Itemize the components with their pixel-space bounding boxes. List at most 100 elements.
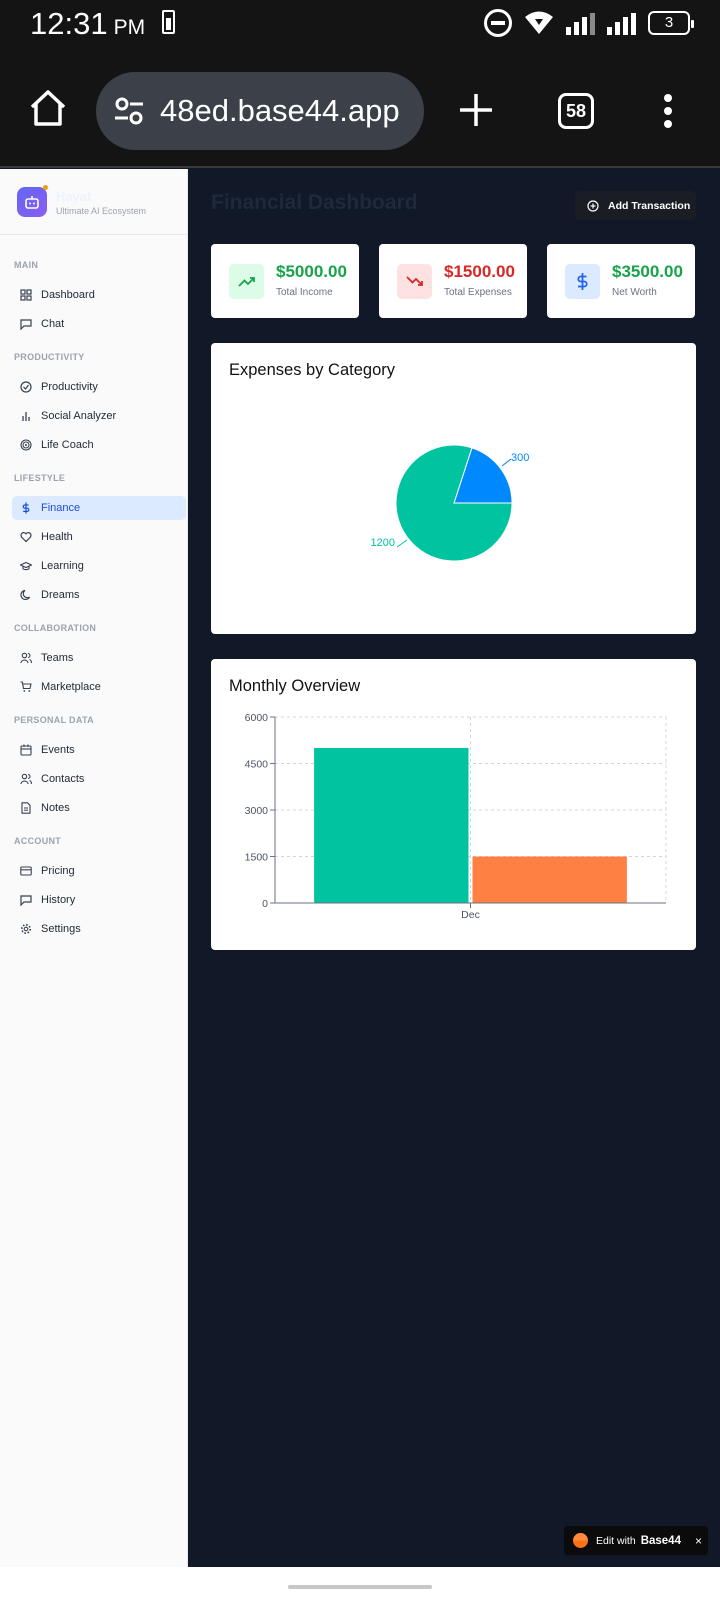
sidebar-item-marketplace[interactable]: Marketplace	[12, 675, 186, 699]
gesture-bar	[0, 1567, 720, 1600]
page-title: Financial Dashboard	[211, 191, 418, 214]
y-tick-label: 3000	[245, 805, 269, 817]
check-circle-icon	[20, 381, 32, 393]
site-settings-icon[interactable]	[114, 96, 144, 126]
history-icon	[20, 895, 32, 906]
browser-menu-icon[interactable]	[664, 94, 674, 128]
status-time: 12:31 PM	[30, 6, 146, 41]
x-tick-label: Dec	[461, 909, 480, 921]
brand: Hayat Ultimate AI Ecosystem	[0, 169, 187, 235]
brand-name: Hayat	[56, 189, 92, 204]
sidebar-item-events[interactable]: Events	[12, 738, 186, 762]
gear-icon	[21, 924, 31, 934]
section-personal-data: PERSONAL DATA	[14, 715, 94, 725]
section-account: ACCOUNT	[14, 836, 62, 846]
bar-chart: 0 1500 3000 4500 6000 Dec	[245, 712, 667, 921]
sidebar-item-settings[interactable]: Settings	[12, 917, 186, 941]
sidebar-item-chat[interactable]: Chat	[12, 312, 186, 336]
graduation-cap-icon	[20, 561, 32, 571]
dollar-icon	[22, 502, 30, 514]
y-tick-label: 0	[262, 898, 268, 910]
sidebar-item-dreams[interactable]: Dreams	[12, 583, 186, 607]
heart-icon	[20, 532, 32, 543]
home-icon[interactable]	[28, 88, 68, 128]
section-main: MAIN	[14, 260, 39, 270]
sidebar-item-social-analyzer[interactable]: Social Analyzer	[12, 404, 186, 428]
document-icon	[21, 802, 31, 814]
pie-label-line	[396, 539, 408, 548]
sidebar-item-productivity[interactable]: Productivity	[12, 375, 186, 399]
wifi-icon	[525, 11, 553, 34]
y-tick-label: 6000	[245, 712, 269, 724]
credit-card-icon	[20, 866, 32, 876]
robot-logo-icon	[17, 187, 47, 217]
users-icon	[20, 652, 32, 664]
do-not-disturb-icon	[484, 9, 512, 37]
message-icon	[20, 319, 32, 330]
sidebar-item-contacts[interactable]: Contacts	[12, 767, 186, 791]
base44-logo-icon	[573, 1533, 588, 1548]
bar-Dec-0[interactable]	[314, 748, 469, 903]
stat-card-income: $5000.00 Total Income	[211, 244, 359, 318]
tab-switcher-button[interactable]: 58	[558, 93, 594, 129]
home-indicator	[288, 1585, 432, 1589]
y-tick-label: 4500	[245, 759, 269, 771]
stat-label: Net Worth	[612, 287, 657, 298]
stat-value: $3500.00	[612, 262, 683, 281]
y-tick-label: 1500	[245, 852, 269, 864]
pie-slice-1200[interactable]	[395, 444, 513, 562]
expenses-by-category-panel: Expenses by Category 300 1200	[211, 343, 696, 634]
battery-saver-icon	[162, 10, 175, 34]
pie-chart: 300 1200	[371, 444, 529, 562]
battery-icon: 3	[648, 11, 694, 35]
trending-down-icon	[397, 264, 432, 299]
close-badge-button[interactable]: ×	[694, 1533, 702, 1548]
edit-with-base44-badge[interactable]: Edit with Base44 ×	[564, 1526, 708, 1555]
sidebar: Hayat Ultimate AI Ecosystem MAIN Dashboa…	[0, 169, 188, 1567]
sidebar-item-health[interactable]: Health	[12, 525, 186, 549]
stat-label: Total Income	[276, 287, 333, 298]
sidebar-item-finance[interactable]: Finance	[12, 496, 186, 520]
monthly-overview-panel: Monthly Overview 0 1500 3000 4500 6000 Dec	[211, 659, 696, 950]
sidebar-item-history[interactable]: History	[12, 888, 186, 912]
grid-icon	[20, 289, 32, 301]
sparkle-icon	[43, 185, 48, 190]
stat-label: Total Expenses	[444, 287, 512, 298]
section-lifestyle: LIFESTYLE	[14, 473, 66, 483]
bar-Dec-1[interactable]	[472, 856, 627, 904]
calendar-icon	[20, 744, 32, 756]
pie-data-label: 300	[511, 452, 529, 464]
bar-chart-title: Monthly Overview	[229, 677, 361, 695]
stat-value: $5000.00	[276, 262, 347, 281]
pie-data-label: 1200	[371, 537, 395, 549]
sidebar-item-life-coach[interactable]: Life Coach	[12, 433, 186, 457]
sidebar-item-pricing[interactable]: Pricing	[12, 859, 186, 883]
url-bar[interactable]: 48ed.base44.app	[96, 72, 424, 150]
brand-tagline: Ultimate AI Ecosystem	[56, 206, 147, 216]
signal-2-icon	[607, 11, 636, 35]
target-icon	[20, 439, 32, 451]
plus-circle-icon	[587, 199, 599, 212]
sidebar-item-dashboard[interactable]: Dashboard	[12, 283, 186, 307]
url-text: 48ed.base44.app	[160, 93, 400, 128]
stat-card-expenses: $1500.00 Total Expenses	[379, 244, 527, 318]
main-content: Financial Dashboard Add Transaction $500…	[189, 169, 720, 1567]
pie-label-line	[501, 458, 512, 467]
pie-slice-300[interactable]	[453, 447, 513, 504]
sidebar-item-learning[interactable]: Learning	[12, 554, 186, 578]
trending-up-icon	[229, 264, 264, 299]
status-bar: 12:31 PM 3	[0, 0, 720, 48]
new-tab-icon[interactable]	[458, 92, 494, 128]
browser-toolbar: 48ed.base44.app 58	[0, 48, 720, 168]
pie-chart-title: Expenses by Category	[229, 361, 396, 379]
section-collaboration: COLLABORATION	[14, 623, 97, 633]
stat-card-net-worth: $3500.00 Net Worth	[547, 244, 695, 318]
bar-chart-icon	[22, 412, 30, 421]
sidebar-item-teams[interactable]: Teams	[12, 646, 186, 670]
add-transaction-button[interactable]: Add Transaction	[575, 191, 696, 220]
cart-icon	[20, 681, 32, 692]
moon-icon	[20, 589, 31, 601]
contacts-icon	[20, 773, 32, 785]
dollar-icon	[565, 264, 600, 299]
sidebar-item-notes[interactable]: Notes	[12, 796, 186, 820]
